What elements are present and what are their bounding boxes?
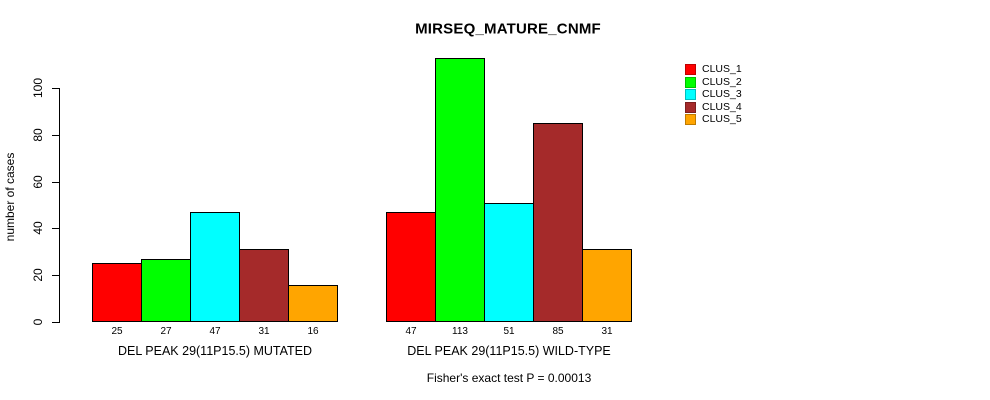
y-tick-label-60: 60 xyxy=(31,174,45,189)
bar-value-label-clus_4-group-1: 31 xyxy=(258,326,270,337)
bar-value-label-clus_3-group-2: 51 xyxy=(503,326,515,337)
legend-swatch-clus_2 xyxy=(685,76,696,88)
y-axis-label: number of cases xyxy=(3,152,17,242)
bar-clus_4-group-2 xyxy=(533,123,583,322)
legend-label-clus_2: CLUS_2 xyxy=(702,75,742,88)
bar-value-label-clus_5-group-1: 16 xyxy=(307,326,319,337)
legend-swatch-clus_4 xyxy=(685,101,696,113)
legend-label-clus_1: CLUS_1 xyxy=(702,63,742,75)
y-tick-label-20: 20 xyxy=(31,268,45,282)
group-label-wild-type: DEL PEAK 29(11P15.5) WILD-TYPE xyxy=(407,344,611,358)
y-tick-label-80: 80 xyxy=(31,128,45,142)
fisher-test-annotation: Fisher's exact test P = 0.00013 xyxy=(426,371,592,385)
y-tick-60 xyxy=(52,181,60,183)
legend-swatch-clus_5 xyxy=(685,114,696,125)
bar-clus_3-group-2 xyxy=(484,203,534,322)
bar-clus_2-group-1 xyxy=(141,259,191,322)
legend-row-clus_2: CLUS_2 xyxy=(685,75,742,88)
bar-value-label-clus_4-group-2: 85 xyxy=(552,326,564,337)
bar-clus_2-group-2 xyxy=(435,58,485,322)
legend: CLUS_1 CLUS_2 CLUS_3 CLUS_4 CLUS_5 xyxy=(685,64,742,127)
bar-clus_5-group-1 xyxy=(288,285,338,322)
y-axis-line xyxy=(59,88,60,323)
bar-clus_1-group-1 xyxy=(92,263,142,322)
bar-clus_1-group-2 xyxy=(386,212,436,322)
y-tick-100 xyxy=(52,88,60,89)
legend-row-clus_1: CLUS_1 xyxy=(685,64,742,75)
bar-value-label-clus_2-group-1: 27 xyxy=(160,326,172,337)
legend-swatch-clus_1 xyxy=(685,64,696,75)
bar-value-label-clus_1-group-1: 25 xyxy=(111,326,123,337)
bar-value-label-clus_2-group-2: 113 xyxy=(452,326,468,337)
legend-row-clus_5: CLUS_5 xyxy=(685,114,742,125)
chart-title: MIRSEQ_MATURE_CNMF xyxy=(415,20,601,38)
legend-row-clus_3: CLUS_3 xyxy=(685,89,742,100)
y-tick-label-100: 100 xyxy=(31,77,45,99)
legend-row-clus_4: CLUS_4 xyxy=(685,100,742,113)
bar-value-label-clus_5-group-2: 31 xyxy=(601,326,613,337)
y-tick-0 xyxy=(52,322,60,323)
bar-value-label-clus_1-group-2: 47 xyxy=(405,326,417,337)
group-label-mutated: DEL PEAK 29(11P15.5) MUTATED xyxy=(117,344,313,358)
legend-label-clus_3: CLUS_3 xyxy=(702,88,742,100)
bar-clus_4-group-1 xyxy=(239,249,289,322)
y-tick-20 xyxy=(52,275,60,277)
y-tick-label-40: 40 xyxy=(31,221,45,236)
legend-swatch-clus_3 xyxy=(685,89,696,100)
y-tick-label-0: 0 xyxy=(31,318,45,326)
bar-clus_3-group-1 xyxy=(190,212,240,322)
y-tick-80 xyxy=(52,134,60,136)
legend-label-clus_5: CLUS_5 xyxy=(702,113,742,125)
y-tick-40 xyxy=(52,228,60,230)
bar-clus_5-group-2 xyxy=(582,249,632,322)
legend-label-clus_4: CLUS_4 xyxy=(702,100,742,113)
bar-value-label-clus_3-group-1: 47 xyxy=(209,326,221,337)
